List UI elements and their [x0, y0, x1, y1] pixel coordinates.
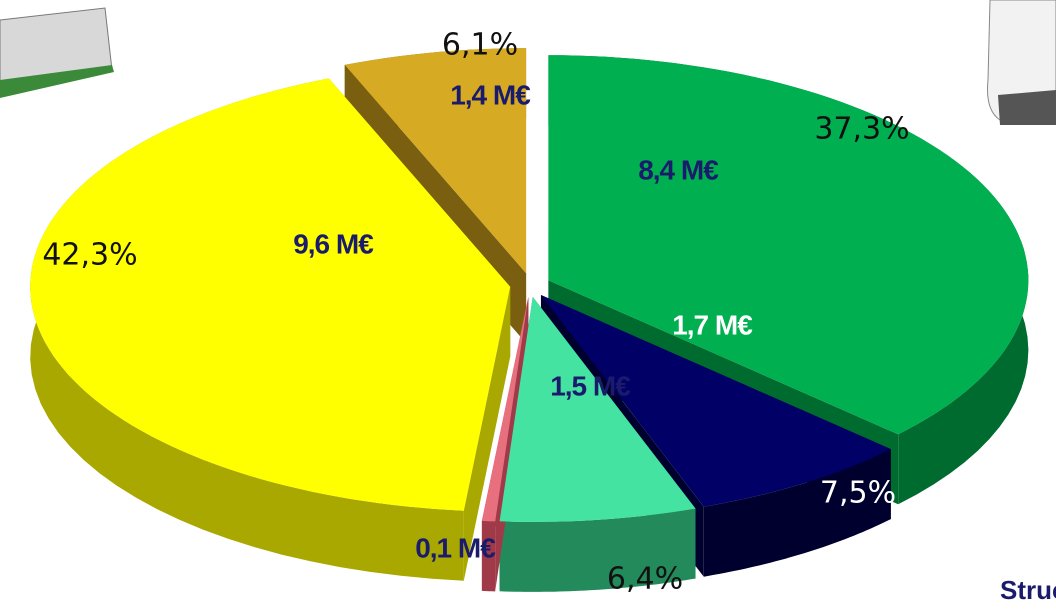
slice: [540, 295, 891, 507]
value-label: 8,4 M€: [638, 154, 719, 185]
slice: [481, 296, 529, 522]
percent-label: 37,3%: [814, 112, 909, 147]
labels: 8,4 M€ 37,3% 1,7 M€ 7,5% 1,5 M€ 6,4% 0,1 M€ 9,6…: [42, 28, 909, 597]
slice: [499, 296, 696, 522]
percent-label: 7,5%: [820, 476, 896, 511]
slice: [548, 55, 1029, 435]
value-label: 1,7 M€: [672, 309, 753, 340]
pie: [30, 48, 1029, 592]
percent-label: 42,3%: [42, 238, 137, 273]
value-label: 1,4 M€: [450, 79, 531, 110]
percent-label: 6,1%: [442, 28, 518, 63]
truck-base: [998, 90, 1056, 125]
slice-wall: [463, 286, 511, 581]
slice: [344, 48, 527, 274]
value-label: 1,5 M€: [550, 370, 631, 401]
annotation: Struct: [1000, 575, 1056, 605]
value-label: 9,6 M€: [293, 228, 374, 259]
slice-side: [499, 508, 696, 592]
building-base: [0, 65, 114, 98]
value-label: 0,1 M€: [415, 532, 496, 563]
percent-label: 6,4%: [607, 562, 683, 597]
corner-illustration: [0, 0, 1056, 125]
slice: [30, 78, 511, 511]
